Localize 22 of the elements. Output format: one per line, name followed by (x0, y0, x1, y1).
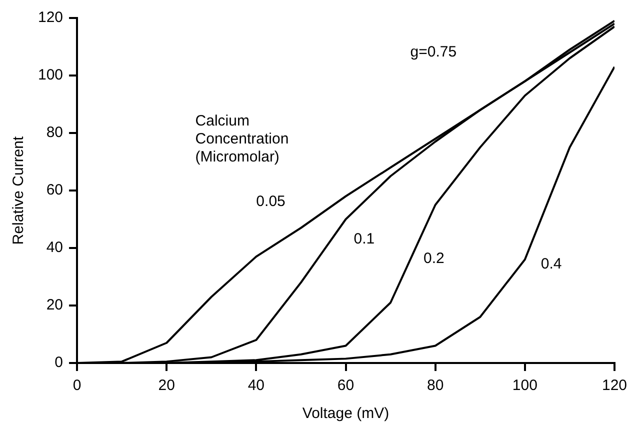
series-label: 0.1 (354, 230, 375, 248)
x-tick-label: 40 (248, 377, 265, 394)
annotation: g=0.75 (410, 44, 457, 61)
y-tick-label: 20 (46, 296, 64, 314)
x-tick-label: 120 (602, 377, 627, 394)
x-tick-label: 60 (337, 377, 354, 394)
y-tick-label: 0 (54, 354, 64, 372)
y-axis-title: Relative Current (10, 135, 28, 245)
y-tick-label: 100 (38, 66, 64, 84)
series-label: 0.2 (424, 250, 444, 267)
x-tick-label: 0 (72, 377, 82, 394)
x-tick-label: 80 (426, 377, 444, 394)
y-tick-label: 60 (46, 182, 64, 199)
x-tick-label: 20 (158, 377, 175, 394)
y-tick-label: 80 (46, 124, 64, 142)
x-axis-title: Voltage (mV) (302, 405, 390, 422)
y-tick-label: 120 (38, 9, 64, 26)
series-label: 0.4 (540, 256, 562, 273)
series-label: 0.05 (256, 192, 286, 210)
y-tick-label: 40 (46, 239, 64, 256)
x-tick-label: 100 (512, 377, 538, 394)
annotation: Calcium Concentration (Micromolar) (195, 112, 289, 166)
